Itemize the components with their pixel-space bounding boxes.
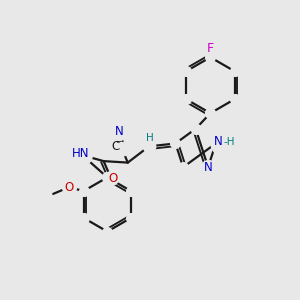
Text: C: C — [111, 140, 119, 153]
Text: O: O — [109, 172, 118, 185]
Text: H: H — [146, 133, 154, 143]
Text: -H: -H — [223, 137, 235, 147]
Text: HN: HN — [72, 147, 90, 160]
Text: N: N — [214, 136, 223, 148]
Text: F: F — [207, 42, 214, 55]
Text: N: N — [204, 161, 212, 174]
Text: O: O — [64, 181, 73, 194]
Text: N: N — [115, 124, 123, 138]
